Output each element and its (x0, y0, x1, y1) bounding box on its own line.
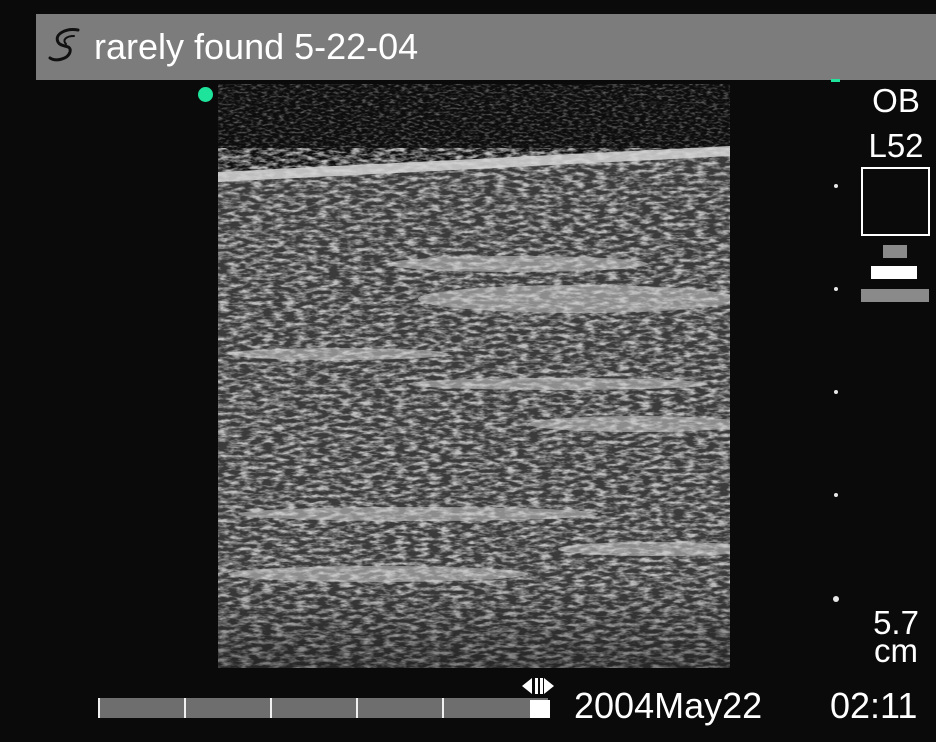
cine-segment-divider (356, 698, 358, 718)
exam-date: 2004May22 (574, 685, 763, 726)
gain-indicator-bar (883, 245, 907, 258)
depth-tick (834, 390, 838, 394)
title-bar: rarely found 5-22-04 (36, 14, 936, 80)
gain-indicator-bar (861, 289, 929, 302)
depth-tick (834, 287, 838, 291)
cine-segment-divider (98, 698, 100, 718)
ultrasound-image (218, 84, 730, 668)
orientation-marker (198, 87, 213, 102)
focus-zone-box (861, 167, 930, 236)
cine-segment-divider (270, 698, 272, 718)
exam-time: 02:11 (830, 685, 918, 726)
ultrasound-image-area (218, 84, 730, 668)
depth-tick (834, 493, 838, 497)
manufacturer-logo-icon (48, 28, 80, 62)
depth-tick (833, 596, 839, 602)
depth-unit: cm (874, 632, 918, 669)
cine-scroll-arrows-icon (522, 678, 554, 694)
depth-value: 5.7 (873, 604, 919, 641)
gain-indicator-bar (871, 266, 917, 279)
preset-label: OB (872, 82, 920, 119)
cine-segment-divider (184, 698, 186, 718)
cine-segment-divider (442, 698, 444, 718)
probe-label: L52 (868, 127, 924, 164)
cine-position-marker[interactable] (530, 700, 550, 718)
page-title: rarely found 5-22-04 (94, 26, 419, 67)
cine-loop-bar[interactable] (98, 698, 548, 718)
depth-scale-top-tick (831, 79, 840, 82)
depth-tick (834, 184, 838, 188)
